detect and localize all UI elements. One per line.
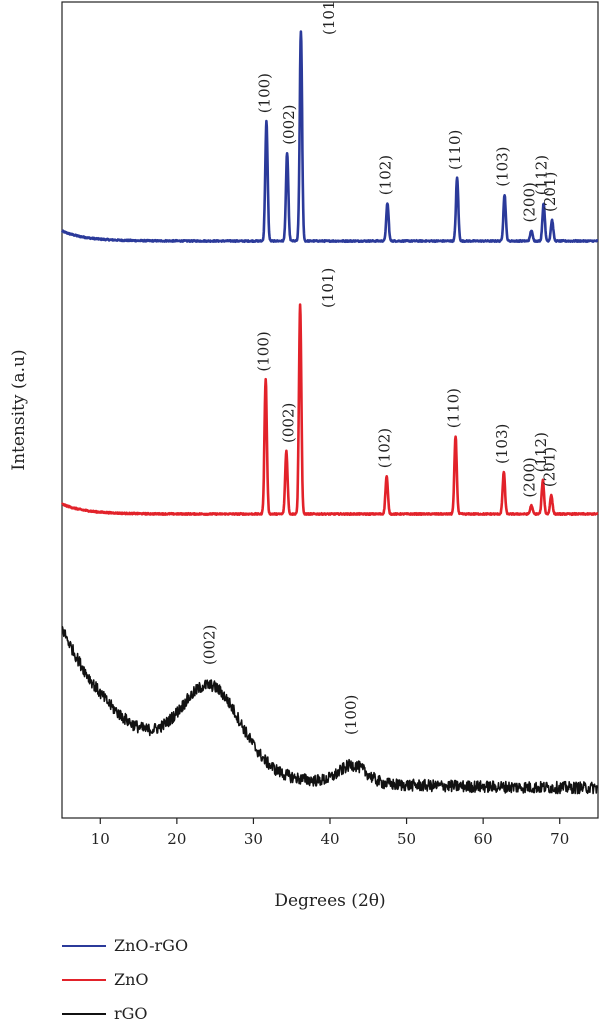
- peak-label: (110): [445, 388, 463, 428]
- x-axis-label: Degrees (2θ): [274, 891, 385, 911]
- series-line-zno: [60, 303, 599, 516]
- x-tick-label: 10: [91, 830, 110, 848]
- peak-label: (200): [520, 457, 538, 497]
- peak-label: (103): [494, 146, 512, 186]
- x-tick-label: 40: [320, 830, 339, 848]
- legend: ZnO-rGO ZnO rGO: [62, 936, 188, 1023]
- peak-label-layer: (100)(002)(101)(102)(110) (103)(200)(112)…: [200, 0, 559, 735]
- legend-label: ZnO-rGO: [114, 936, 188, 955]
- peak-label: (201): [541, 172, 559, 212]
- peak-label: (110): [446, 130, 464, 170]
- legend-label: ZnO: [114, 970, 149, 989]
- peak-label: (101): [320, 0, 338, 35]
- series-line-rgo: [61, 625, 599, 795]
- peak-label: (101): [319, 268, 337, 308]
- peak-label: (100): [255, 331, 273, 371]
- peak-label: (112): [533, 155, 551, 195]
- peak-label: (002): [200, 625, 218, 665]
- peak-label: (100): [342, 695, 360, 735]
- peak-label: (102): [376, 155, 394, 195]
- peak-label: (002): [280, 104, 298, 144]
- legend-label: rGO: [114, 1004, 148, 1023]
- peak-label: (002): [279, 403, 297, 443]
- series-layer: [60, 30, 599, 795]
- x-tick-label: 30: [244, 830, 263, 848]
- peak-label: (100): [255, 73, 273, 113]
- x-tick-label: 60: [474, 830, 493, 848]
- peak-label: (200): [520, 182, 538, 222]
- x-tick-label: 20: [167, 830, 186, 848]
- peak-label: (112): [532, 432, 550, 472]
- y-axis-label: Intensity (a.u): [9, 349, 29, 470]
- peak-label: (103): [493, 424, 511, 464]
- series-line-zno-rgo: [60, 30, 599, 243]
- x-tick-label: 70: [550, 830, 569, 848]
- x-tick-label: 50: [397, 830, 416, 848]
- peak-label: (201): [540, 447, 558, 487]
- plot-frame: [61, 1, 599, 819]
- peak-label: (102): [376, 428, 394, 468]
- x-axis-ticks: 10 20 30 40 50 60 70: [91, 818, 569, 848]
